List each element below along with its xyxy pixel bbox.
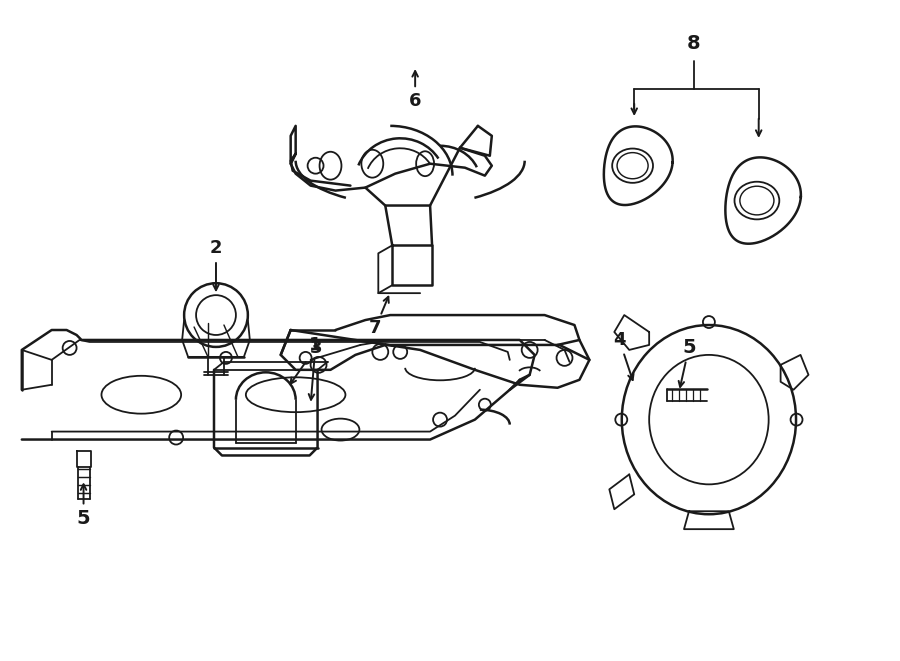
Text: 1: 1 <box>309 336 322 400</box>
Text: 6: 6 <box>409 71 421 110</box>
Text: 8: 8 <box>688 34 701 53</box>
Text: 4: 4 <box>613 331 634 380</box>
Text: 5: 5 <box>679 338 696 387</box>
Text: 2: 2 <box>210 239 222 290</box>
Text: 5: 5 <box>76 485 90 528</box>
Text: 7: 7 <box>369 297 389 337</box>
Text: 3: 3 <box>291 339 322 383</box>
